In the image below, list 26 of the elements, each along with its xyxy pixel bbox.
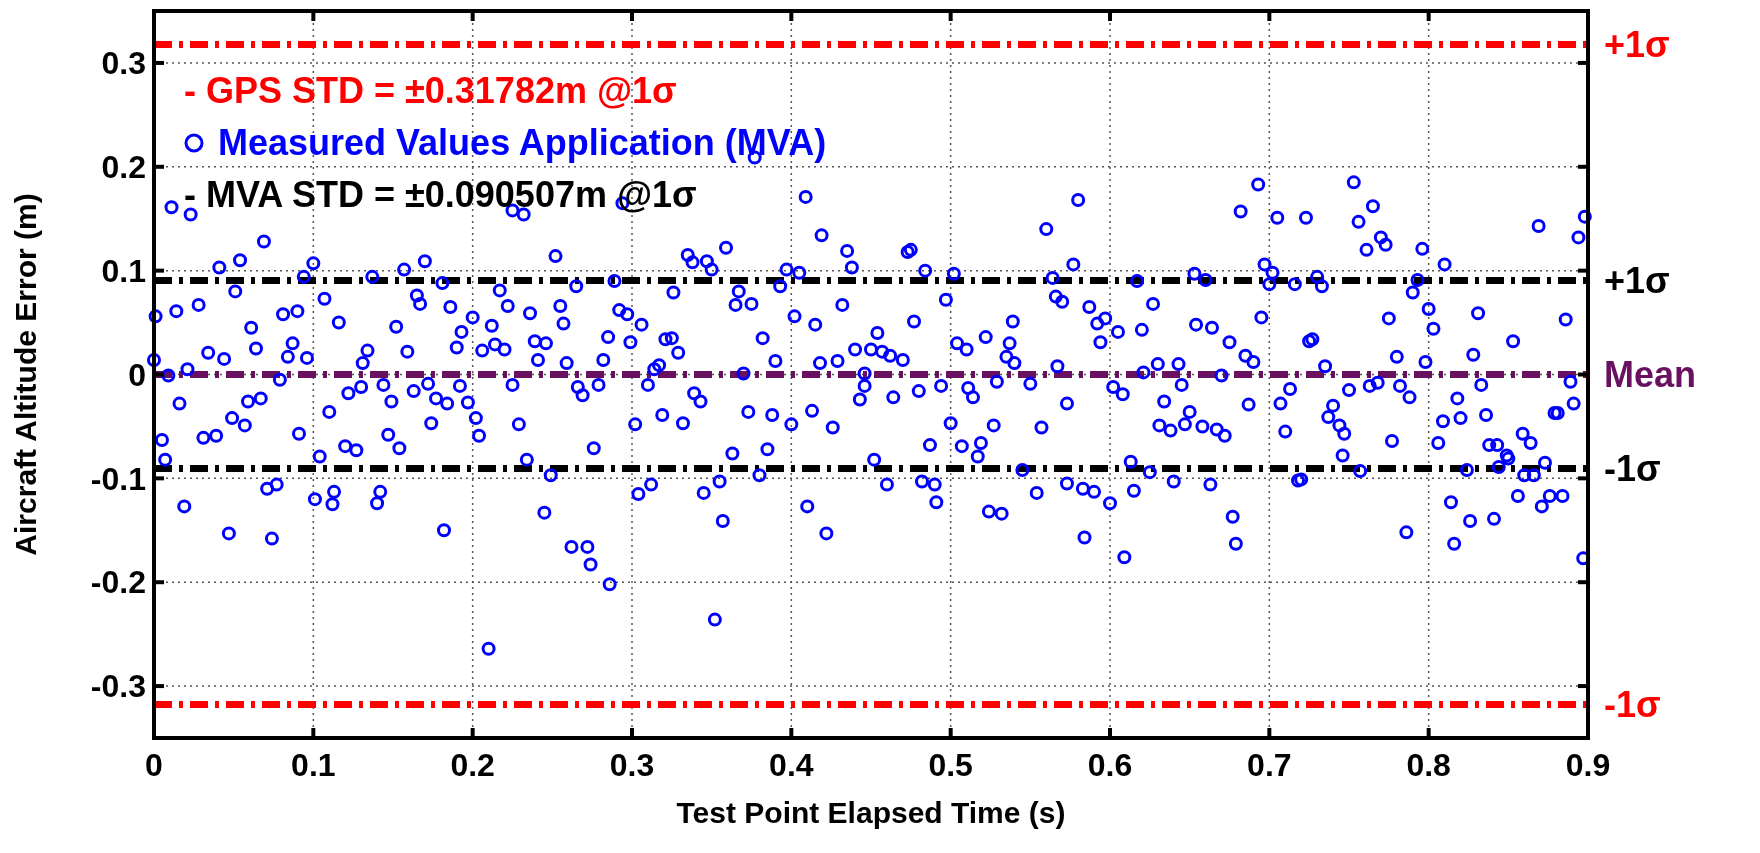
ref-line-label: -1σ (1604, 448, 1661, 490)
y-tick-label: -0.1 (90, 460, 146, 497)
y-tick-label: 0.1 (101, 252, 146, 289)
legend-label: Measured Values Application (MVA) (218, 122, 827, 163)
x-tick-label: 0.8 (1406, 747, 1451, 783)
x-axis-title: Test Point Elapsed Time (s) (676, 796, 1066, 829)
ref-line-label: +1σ (1604, 260, 1670, 302)
annotation: - GPS STD = ±0.31782m @1σ (184, 70, 677, 111)
y-tick-label: -0.2 (90, 564, 146, 601)
x-tick-label: 0.5 (928, 747, 973, 783)
x-tick-label: 0.9 (1565, 747, 1611, 783)
ref-line-label: Mean (1604, 354, 1697, 396)
y-tick-label: 0.2 (101, 148, 146, 185)
ref-line-label: -1σ (1604, 684, 1661, 726)
y-axis-title: Aircraft Altitude Error (m) (9, 193, 42, 556)
ref-line-label: +1σ (1604, 24, 1670, 66)
x-tick-label: 0.1 (291, 747, 336, 783)
y-tick-label: 0.3 (101, 45, 146, 82)
x-tick-label: 0.6 (1087, 747, 1133, 783)
annotation: - MVA STD = ±0.090507m @1σ (184, 174, 697, 215)
x-tick-label: 0.7 (1247, 747, 1292, 783)
x-tick-label: 0.3 (609, 747, 655, 783)
x-tick-label: 0.4 (769, 747, 814, 783)
y-tick-label: 0 (128, 356, 146, 393)
y-tick-label: -0.3 (90, 668, 146, 705)
x-tick-label: 0.2 (450, 747, 495, 783)
